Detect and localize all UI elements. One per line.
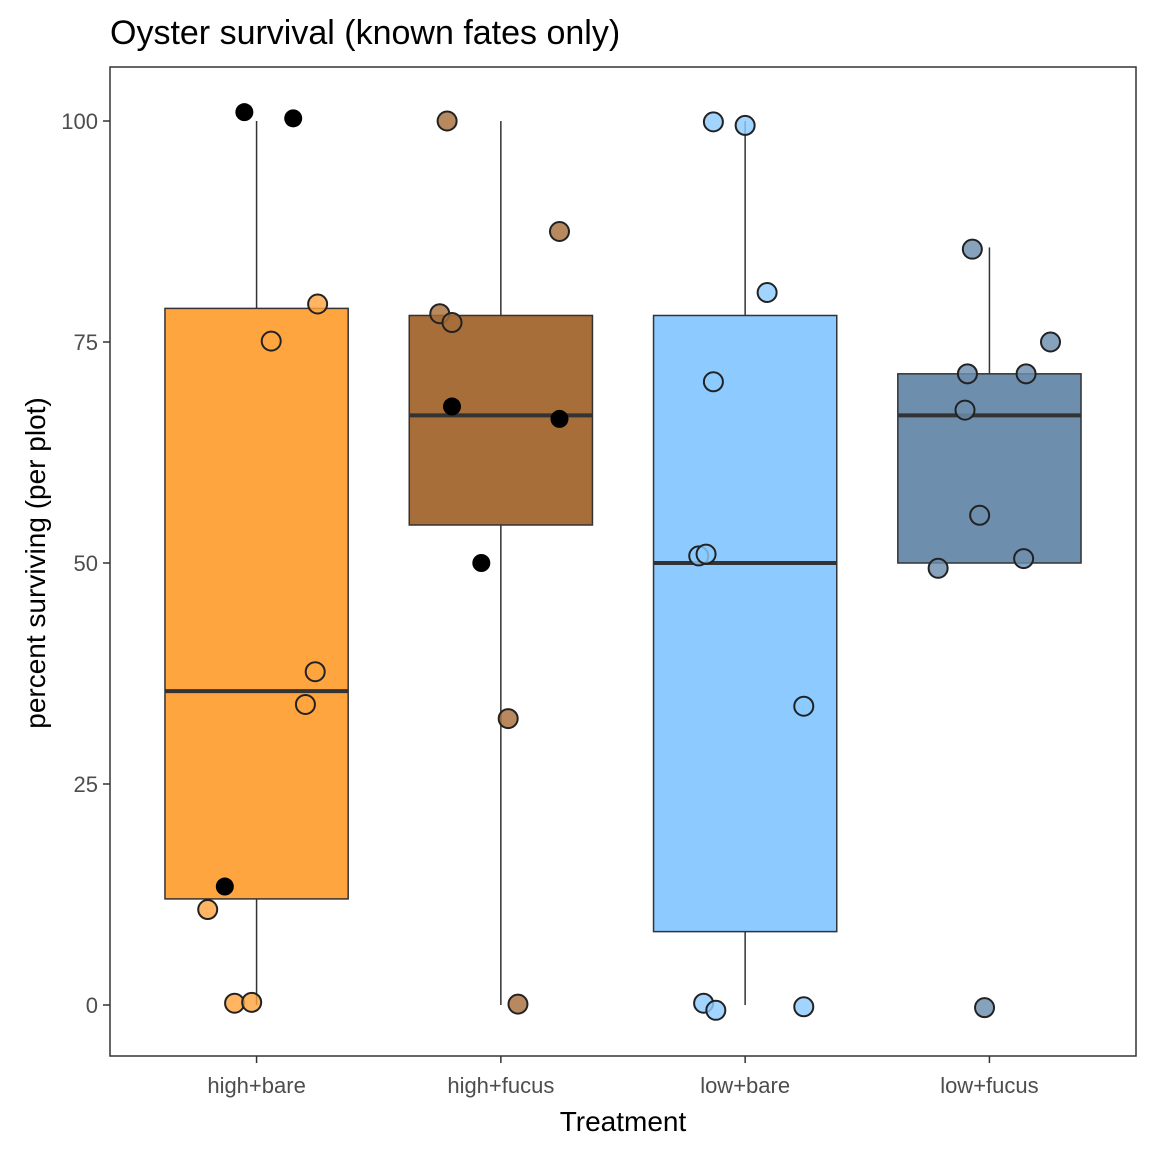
y-tick-label: 100 bbox=[61, 109, 98, 134]
outlier-point bbox=[443, 397, 461, 416]
x-axis-title: Treatment bbox=[560, 1106, 687, 1137]
data-point bbox=[969, 504, 991, 526]
chart-title: Oyster survival (known fates only) bbox=[110, 14, 620, 52]
box-body bbox=[897, 373, 1082, 564]
data-point bbox=[294, 693, 316, 715]
y-axis: 0 25 50 75 100 bbox=[61, 109, 110, 1018]
data-point bbox=[548, 221, 570, 242]
box-high+fucus bbox=[408, 121, 594, 1005]
data-point bbox=[702, 371, 724, 393]
outlier-point bbox=[284, 109, 303, 128]
plot-panel-border bbox=[109, 66, 1137, 1057]
data-point bbox=[793, 996, 815, 1018]
box-high+bare bbox=[164, 121, 349, 1005]
y-axis-title: percent surviving (per plot) bbox=[20, 397, 51, 728]
data-point bbox=[956, 363, 978, 385]
data-point bbox=[756, 281, 778, 303]
data-point bbox=[702, 111, 724, 133]
y-tick-label: 50 bbox=[74, 551, 98, 576]
y-tick-label: 0 bbox=[86, 993, 98, 1018]
data-point bbox=[307, 293, 329, 315]
box-body bbox=[164, 307, 349, 900]
data-point bbox=[705, 999, 727, 1021]
data-point bbox=[961, 238, 983, 260]
outlier-point bbox=[472, 554, 491, 572]
x-tick-label: low+bare bbox=[700, 1073, 790, 1098]
points-layer bbox=[197, 103, 1061, 1021]
data-point bbox=[441, 312, 463, 334]
x-tick-label: high+bare bbox=[207, 1073, 305, 1098]
data-point bbox=[197, 899, 219, 921]
data-point bbox=[1015, 363, 1037, 385]
outlier-point bbox=[550, 409, 569, 428]
data-point bbox=[695, 543, 717, 565]
data-point bbox=[497, 708, 519, 730]
data-point bbox=[304, 661, 326, 683]
y-tick-label: 25 bbox=[74, 772, 98, 797]
boxes-layer bbox=[164, 121, 1082, 1005]
y-tick-label: 75 bbox=[74, 330, 98, 355]
data-point bbox=[974, 997, 996, 1019]
outlier-point bbox=[215, 877, 234, 896]
x-tick-label: high+fucus bbox=[447, 1073, 554, 1098]
data-point bbox=[436, 110, 458, 132]
box-body bbox=[652, 314, 838, 933]
data-point bbox=[793, 695, 815, 717]
box-low+bare bbox=[652, 121, 838, 1005]
x-axis: high+bare high+fucus low+bare low+fucus bbox=[207, 1056, 1039, 1098]
data-point bbox=[927, 557, 949, 579]
data-point bbox=[507, 993, 529, 1015]
box-low+fucus bbox=[897, 247, 1082, 564]
data-point bbox=[954, 399, 976, 421]
outlier-point bbox=[235, 103, 254, 122]
data-point bbox=[1040, 331, 1061, 353]
x-tick-label: low+fucus bbox=[940, 1073, 1038, 1098]
data-point bbox=[241, 991, 263, 1013]
data-point bbox=[734, 114, 756, 136]
data-point bbox=[1013, 548, 1035, 570]
data-point bbox=[260, 330, 282, 352]
